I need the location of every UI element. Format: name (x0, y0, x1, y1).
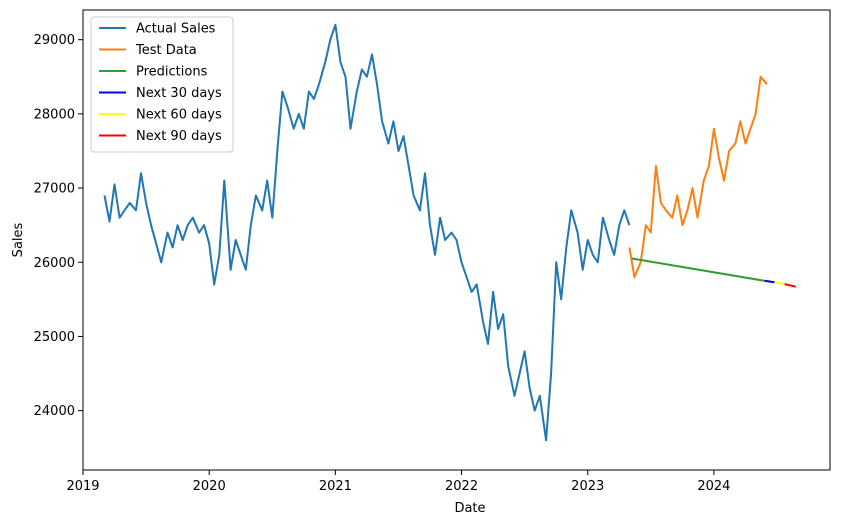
series-line-next-90-days (784, 283, 797, 288)
series-line-predictions (631, 257, 765, 282)
y-tick-label: 24000 (34, 404, 75, 419)
x-tick-label: 2024 (697, 479, 730, 494)
legend-entry-label: Actual Sales (136, 22, 216, 37)
series-layer (103, 23, 797, 442)
series-line-test-data (628, 75, 768, 279)
series-line-actual-sales (103, 23, 631, 442)
x-tick-label: 2020 (193, 479, 226, 494)
x-tick-label: 2019 (66, 479, 99, 494)
x-tick-label: 2021 (319, 479, 352, 494)
x-tick-label: 2023 (571, 479, 604, 494)
y-tick-label: 25000 (34, 330, 75, 345)
series-line-next-60-days (774, 281, 785, 286)
y-tick-label: 28000 (34, 107, 75, 122)
legend-entry-label: Predictions (136, 65, 208, 80)
y-tick-label: 29000 (34, 33, 75, 48)
legend-entry-label: Test Data (135, 43, 197, 58)
y-tick-label: 26000 (34, 256, 75, 271)
legend-entry-label: Next 90 days (136, 129, 222, 144)
x-tick-label: 2022 (445, 479, 478, 494)
y-axis-ticks: 24000 25000 26000 27000 28000 29000 (34, 33, 83, 419)
x-axis-ticks: 2019 2020 2021 2022 2023 2024 (66, 470, 730, 494)
legend: Actual Sales Test Data Predictions Next 30 … (90, 16, 234, 153)
legend-box (90, 16, 234, 153)
y-tick-label: 27000 (34, 182, 75, 197)
x-axis-label: Date (454, 501, 485, 516)
y-axis-label: Sales (11, 222, 26, 257)
legend-entry-label: Next 60 days (136, 108, 222, 123)
series-line-next-30-days (764, 279, 775, 284)
legend-entry-label: Next 30 days (136, 86, 222, 101)
